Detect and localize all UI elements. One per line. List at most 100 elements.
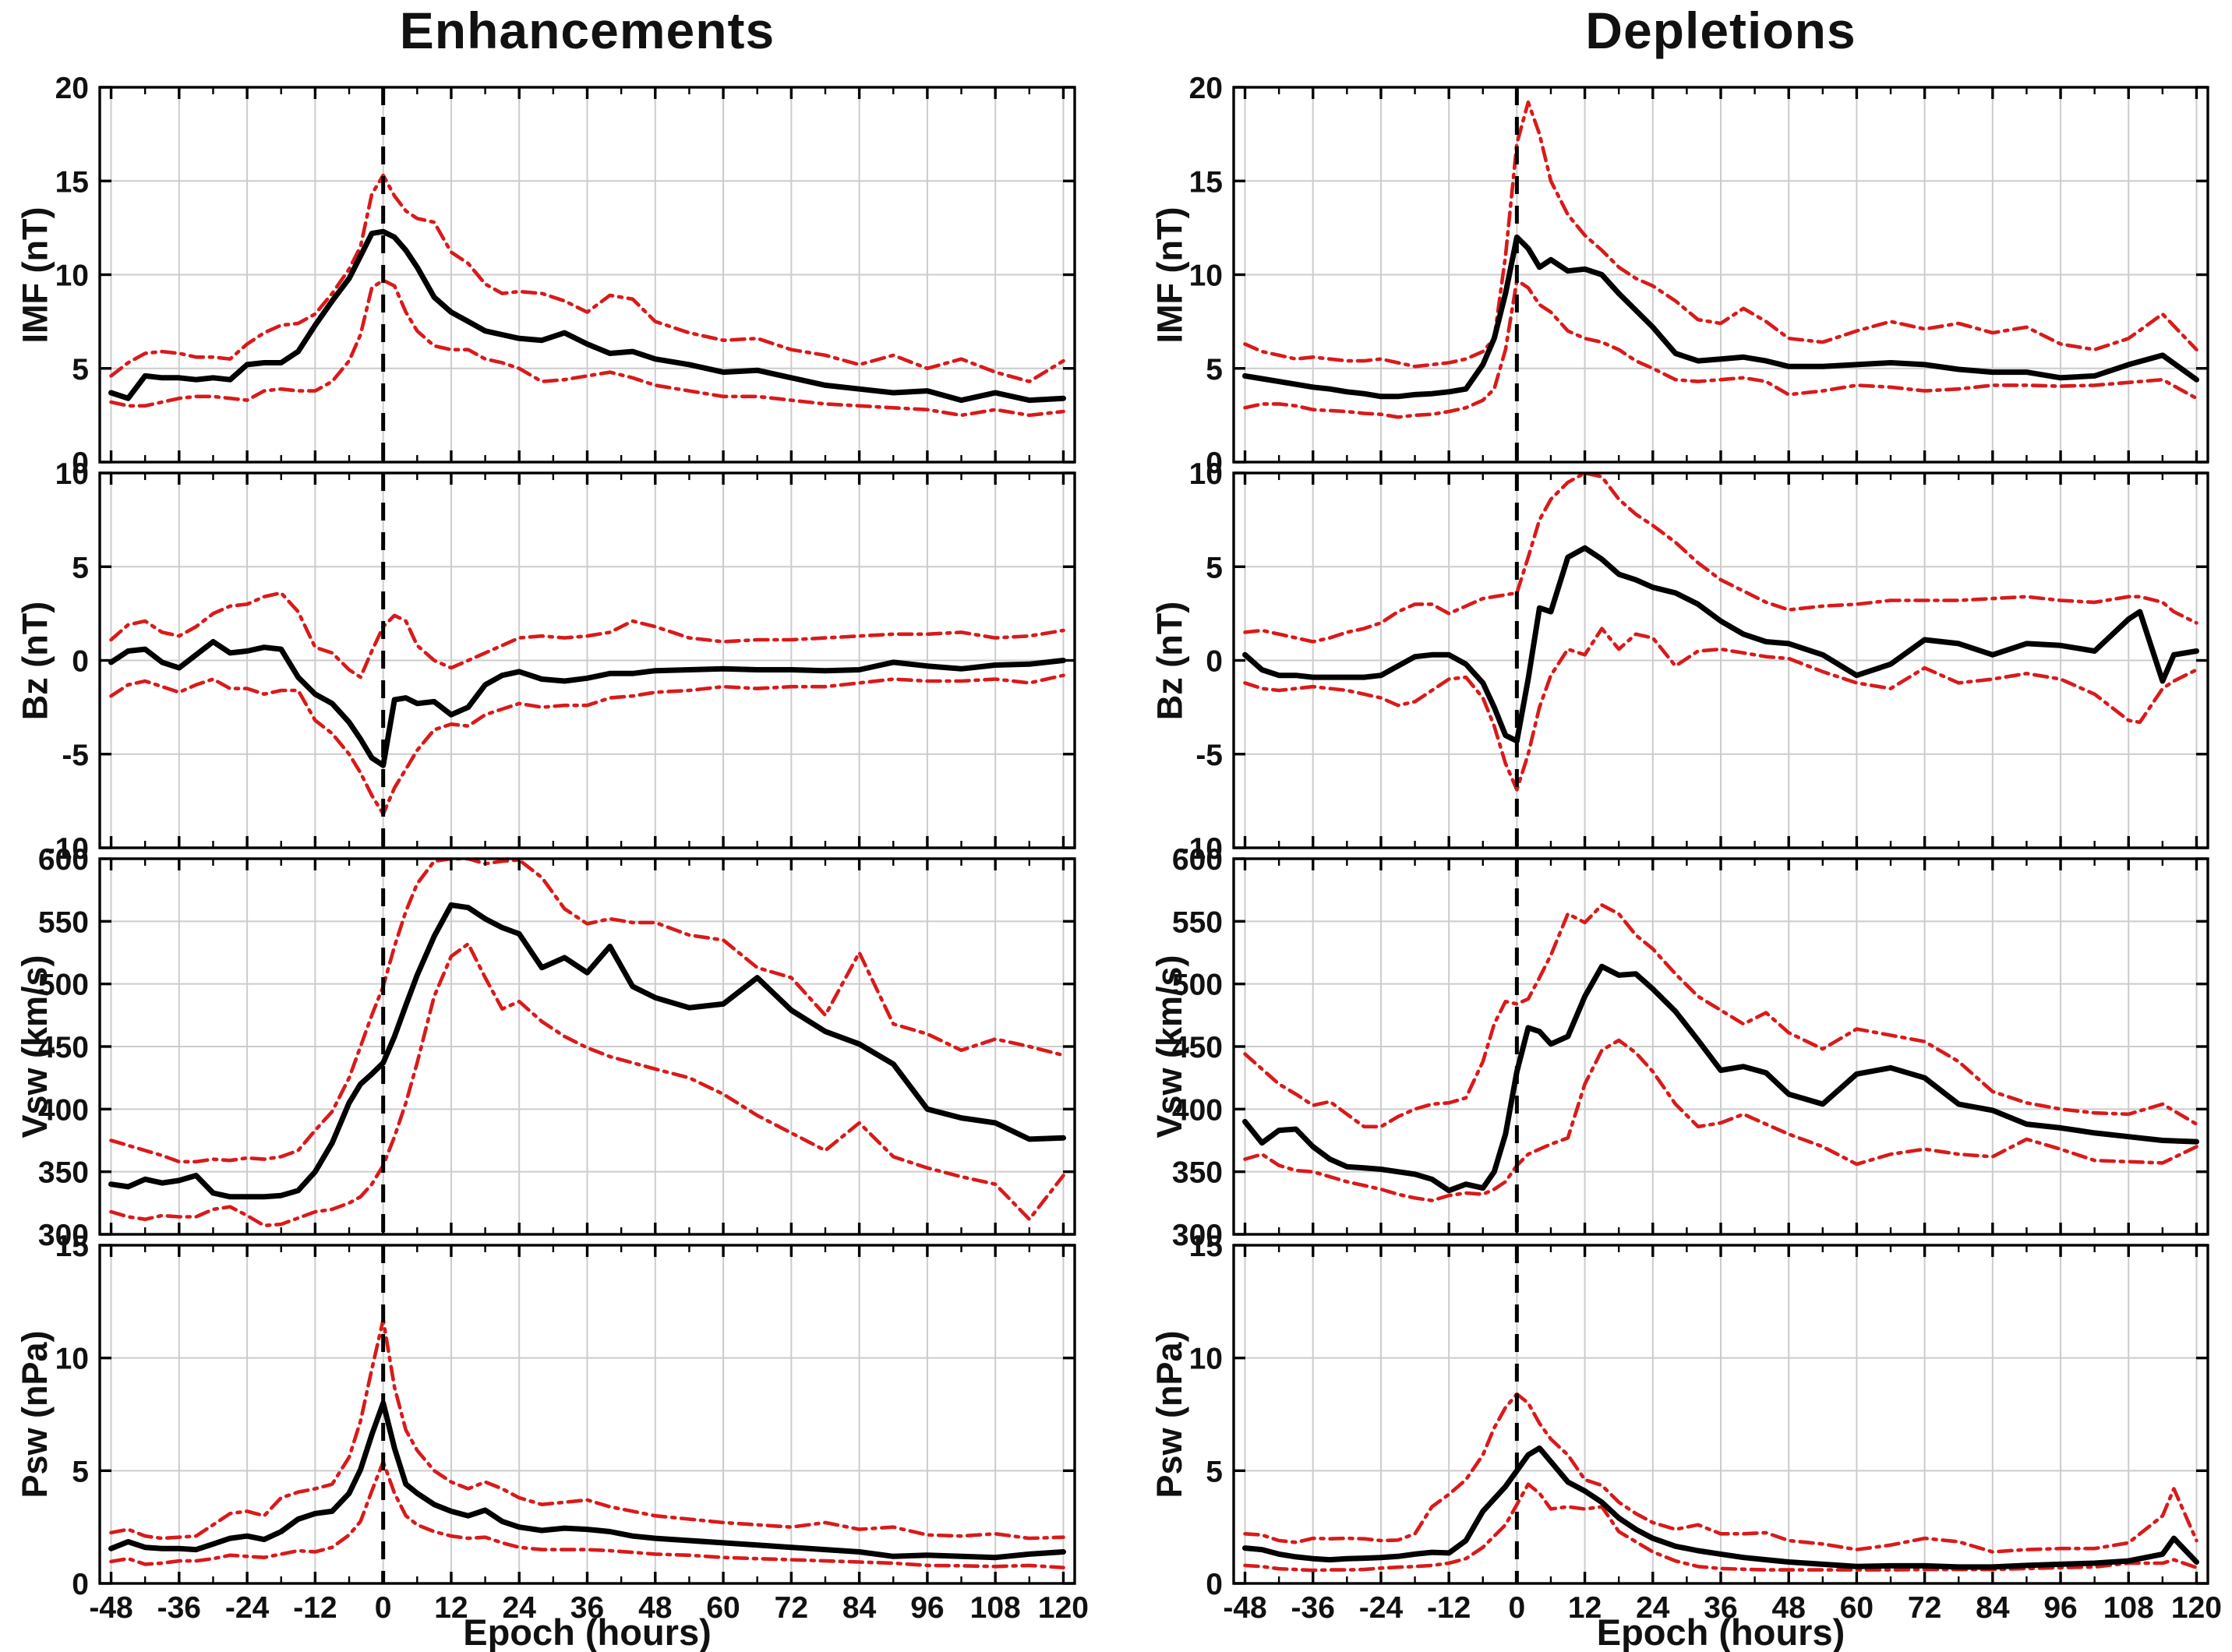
y-tick-label: 5 xyxy=(72,1455,89,1488)
y-tick-label: -5 xyxy=(62,739,89,772)
median-line xyxy=(1242,1445,2199,1570)
lower-quartile-line xyxy=(1243,627,2198,792)
x-tick-label: 108 xyxy=(2103,1591,2154,1625)
x-tick-label: 96 xyxy=(2043,1591,2077,1625)
y-tick-label: 0 xyxy=(72,1568,89,1601)
x-tick-label: 84 xyxy=(1976,1591,2010,1625)
median-line xyxy=(108,1400,1066,1561)
x-tick-label: 36 xyxy=(1704,1591,1737,1625)
x-tick-label: 72 xyxy=(1908,1591,1941,1625)
lower-quartile-line xyxy=(1243,278,2198,419)
upper-quartile-line xyxy=(109,859,1065,1164)
panel-depletions-psw: 0 5 10 15 -48 -36 -24 -12 0 12 24 36 48 60 72 84 96 108 12… xyxy=(1189,1230,2222,1625)
column-title-enhancements: Enhancements xyxy=(399,2,775,59)
median-line xyxy=(108,902,1066,1200)
tick-marks xyxy=(1234,1244,2208,1585)
y-tick-label: 300 xyxy=(38,1219,89,1252)
y-tick-label: 20 xyxy=(55,72,89,105)
y-axis-label-psw-right: Psw (nPa) xyxy=(1150,1330,1189,1498)
x-axis-label-right: Epoch (hours) xyxy=(1596,1611,1845,1652)
median-line xyxy=(1242,963,2199,1194)
y-tick-label: 0 xyxy=(72,645,89,679)
x-tick-label: 12 xyxy=(434,1591,468,1625)
panel-depletions-vsw: 300 350 400 450 500 550 600 xyxy=(1172,843,2209,1252)
x-tick-label: 120 xyxy=(2171,1591,2222,1625)
tick-marks xyxy=(100,471,1075,849)
y-axis-label-imf-right: IMF (nT) xyxy=(1150,206,1190,344)
lower-quartile-line xyxy=(109,942,1065,1228)
x-tick-label: -36 xyxy=(1291,1591,1335,1625)
y-tick-label: 5 xyxy=(72,551,89,584)
y-tick-label: 300 xyxy=(1172,1219,1223,1252)
y-tick-label: 0 xyxy=(1206,645,1223,679)
upper-quartile-line xyxy=(1243,473,2198,644)
y-tick-label: 350 xyxy=(38,1156,89,1190)
y-axis-label-bz-right: Bz (nT) xyxy=(1150,601,1190,721)
x-tick-label: 120 xyxy=(1038,1591,1089,1625)
y-axis-label-vsw-left: Vsw (km/s) xyxy=(15,955,55,1138)
column-title-depletions: Depletions xyxy=(1585,2,1856,59)
y-tick-label: 5 xyxy=(1206,1455,1223,1488)
x-tick-label: -24 xyxy=(225,1591,270,1625)
y-tick-label: -5 xyxy=(1195,739,1223,772)
median-line xyxy=(1242,234,2199,400)
y-tick-label: 550 xyxy=(38,905,89,939)
y-tick-label: 10 xyxy=(1189,259,1223,293)
panel-enhancements-bz: -10 -5 0 5 10 xyxy=(45,457,1076,866)
x-tick-label: 0 xyxy=(375,1591,392,1625)
y-tick-label: 600 xyxy=(38,843,89,877)
x-tick-label: 12 xyxy=(1568,1591,1602,1625)
median-line xyxy=(108,228,1066,404)
y-tick-label: 15 xyxy=(55,165,89,199)
lower-quartile-line xyxy=(1243,1038,2198,1202)
upper-quartile-line xyxy=(1243,100,2198,369)
x-tick-label: 72 xyxy=(775,1591,808,1625)
upper-quartile-line xyxy=(1243,903,2198,1129)
x-tick-label: -24 xyxy=(1359,1591,1404,1625)
y-tick-label: 5 xyxy=(72,353,89,387)
y-tick-label: 400 xyxy=(38,1093,89,1127)
lower-quartile-line xyxy=(109,1460,1065,1569)
x-tick-label: -12 xyxy=(1427,1591,1471,1625)
x-tick-label: -48 xyxy=(89,1591,132,1625)
y-tick-label: 15 xyxy=(1189,1230,1223,1263)
y-tick-label: 5 xyxy=(1206,551,1223,584)
y-tick-label: 350 xyxy=(1172,1156,1223,1190)
y-tick-label: 10 xyxy=(55,457,89,491)
y-tick-label: 5 xyxy=(1206,353,1223,387)
tick-marks xyxy=(1234,857,2208,1236)
lower-quartile-line xyxy=(109,673,1065,816)
x-tick-label: 0 xyxy=(1509,1591,1526,1625)
y-tick-label: 400 xyxy=(1172,1093,1223,1127)
y-tick-label: 500 xyxy=(1172,969,1223,1002)
y-axis-label-imf-left: IMF (nT) xyxy=(15,206,55,344)
y-axis-label-vsw-right: Vsw (km/s) xyxy=(1150,955,1189,1138)
y-tick-label: 15 xyxy=(55,1230,89,1263)
x-tick-label: 24 xyxy=(1636,1591,1670,1625)
tick-marks xyxy=(1234,471,2208,849)
x-tick-label: 48 xyxy=(638,1591,672,1625)
y-axis-label-psw-left: Psw (nPa) xyxy=(15,1330,55,1498)
y-tick-label: -10 xyxy=(45,832,89,866)
panel-depletions-bz: -10 -5 0 5 10 xyxy=(1179,457,2209,866)
tick-marks xyxy=(100,1244,1075,1585)
panel-enhancements-imf: 0 5 10 15 20 xyxy=(55,72,1076,480)
x-tick-label: 60 xyxy=(706,1591,740,1625)
y-axis-label-bz-left: Bz (nT) xyxy=(15,601,55,721)
x-tick-label: 36 xyxy=(570,1591,604,1625)
y-tick-label: 0 xyxy=(1206,1568,1223,1601)
median-line xyxy=(1242,545,2199,744)
x-tick-label: 60 xyxy=(1840,1591,1874,1625)
y-tick-label: -10 xyxy=(1179,832,1223,866)
y-tick-label: 450 xyxy=(1172,1031,1223,1064)
y-tick-label: 10 xyxy=(1189,457,1223,491)
x-tick-label: 48 xyxy=(1772,1591,1806,1625)
x-tick-label: 108 xyxy=(970,1591,1021,1625)
x-tick-label: -12 xyxy=(293,1591,337,1625)
tick-marks xyxy=(100,857,1075,1236)
y-tick-label: 600 xyxy=(1172,843,1223,877)
upper-quartile-line xyxy=(1243,1392,2198,1554)
y-tick-label: 20 xyxy=(1189,72,1223,105)
